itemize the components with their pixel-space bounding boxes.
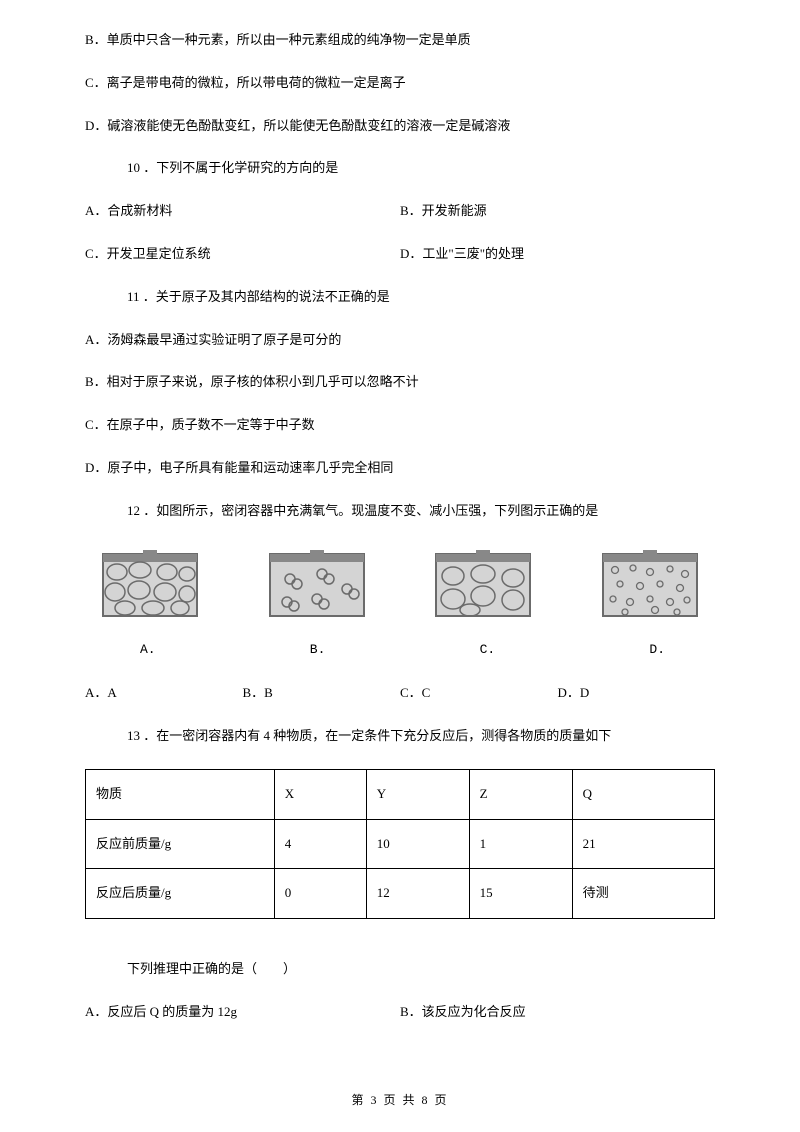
diagram-b — [262, 544, 372, 631]
table-cell: 反应后质量/g — [86, 869, 275, 919]
table-cell: 12 — [366, 869, 469, 919]
page-footer: 第 3 页 共 8 页 — [0, 1091, 800, 1110]
q12-diagram-labels: A. B. C. D. — [85, 640, 715, 661]
q11-option-c: C．在原子中，质子数不一定等于中子数 — [85, 415, 715, 436]
q12-answer-d: D．D — [558, 683, 716, 704]
diagram-c — [428, 544, 538, 631]
q12-answer-b: B．B — [243, 683, 401, 704]
label-c: C. — [480, 640, 496, 661]
label-a: A. — [140, 640, 156, 661]
q13-tail: 下列推理中正确的是（ ） — [85, 959, 715, 980]
q11-option-b: B．相对于原子来说，原子核的体积小到几乎可以忽略不计 — [85, 372, 715, 393]
table-row: 反应后质量/g 0 12 15 待测 — [86, 869, 715, 919]
q10-option-b: B．开发新能源 — [400, 201, 715, 222]
q11-title: 11 ．关于原子及其内部结构的说法不正确的是 — [85, 287, 715, 308]
table-cell: 物质 — [86, 769, 275, 819]
q12-answer-c: C．C — [400, 683, 558, 704]
option-c: C．离子是带电荷的微粒，所以带电荷的微粒一定是离子 — [85, 73, 715, 94]
q13-option-b: B．该反应为化合反应 — [400, 1002, 715, 1023]
table-cell: 10 — [366, 819, 469, 869]
table-cell: 0 — [274, 869, 366, 919]
q12-answer-a: A．A — [85, 683, 243, 704]
table-cell: Q — [572, 769, 714, 819]
label-d: D. — [649, 640, 665, 661]
q10-option-a: A．合成新材料 — [85, 201, 400, 222]
q13-option-a: A．反应后 Q 的质量为 12g — [85, 1002, 400, 1023]
q12-diagrams — [85, 544, 715, 631]
option-d: D．碱溶液能使无色酚酞变红，所以能使无色酚酞变红的溶液一定是碱溶液 — [85, 116, 715, 137]
q12-title: 12 ．如图所示，密闭容器中充满氧气。现温度不变、减小压强，下列图示正确的是 — [85, 501, 715, 522]
label-b: B. — [310, 640, 326, 661]
table-cell: 反应前质量/g — [86, 819, 275, 869]
q10-title: 10 ．下列不属于化学研究的方向的是 — [85, 158, 715, 179]
q10-option-d: D．工业"三废"的处理 — [400, 244, 715, 265]
table-row: 反应前质量/g 4 10 1 21 — [86, 819, 715, 869]
table-cell: 待测 — [572, 869, 714, 919]
table-cell: 1 — [469, 819, 572, 869]
table-cell: 15 — [469, 869, 572, 919]
q11-option-d: D．原子中，电子所具有能量和运动速率几乎完全相同 — [85, 458, 715, 479]
table-cell: X — [274, 769, 366, 819]
q10-option-c: C．开发卫星定位系统 — [85, 244, 400, 265]
table-cell: Z — [469, 769, 572, 819]
q11-option-a: A．汤姆森最早通过实验证明了原子是可分的 — [85, 330, 715, 351]
table-cell: 4 — [274, 819, 366, 869]
q13-title: 13 ．在一密闭容器内有 4 种物质，在一定条件下充分反应后，测得各物质的质量如… — [85, 726, 715, 747]
option-b: B．单质中只含一种元素，所以由一种元素组成的纯净物一定是单质 — [85, 30, 715, 51]
table-row: 物质 X Y Z Q — [86, 769, 715, 819]
diagram-d — [595, 544, 705, 631]
q13-table: 物质 X Y Z Q 反应前质量/g 4 10 1 21 反应后质量/g 0 1… — [85, 769, 715, 919]
table-cell: Y — [366, 769, 469, 819]
diagram-a — [95, 544, 205, 631]
table-cell: 21 — [572, 819, 714, 869]
